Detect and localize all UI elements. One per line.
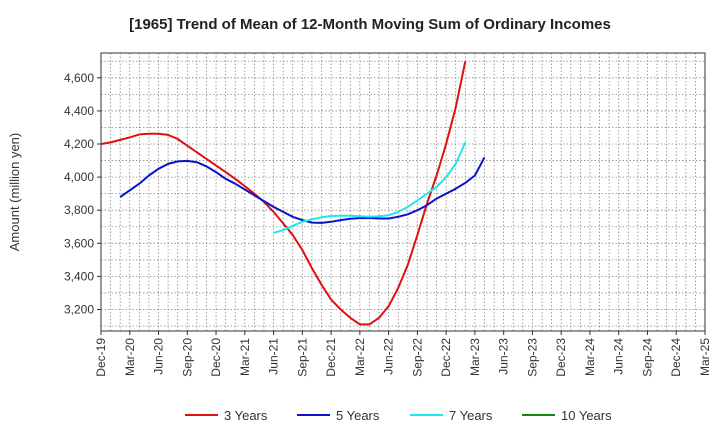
x-tick-label: Jun-22 [382, 338, 396, 375]
chart-title: [1965] Trend of Mean of 12-Month Moving … [129, 16, 611, 33]
series-line-3-years [100, 61, 467, 326]
legend-5-years-label: 5 Years [336, 408, 380, 423]
x-tick-label: Dec-23 [554, 338, 568, 377]
x-tick-label: Jun-21 [267, 338, 281, 375]
x-tick-label: Mar-23 [468, 338, 482, 376]
x-tick-label: Jun-23 [497, 338, 511, 375]
series-line-7-years [273, 141, 467, 234]
x-tick-label: Dec-21 [324, 338, 338, 377]
x-tick-label: Dec-20 [209, 338, 223, 377]
legend-10-years-label: 10 Years [561, 408, 612, 423]
x-tick-label: Mar-20 [123, 338, 137, 376]
grid [101, 53, 705, 331]
x-tick-label: Sep-22 [410, 338, 424, 377]
x-tick-label: Mar-25 [698, 338, 712, 376]
x-tick-label: Mar-21 [238, 338, 252, 376]
x-tick-label: Jun-20 [152, 338, 166, 375]
x-tick-label: Mar-24 [583, 338, 597, 376]
y-tick-label: 4,400 [64, 104, 94, 118]
legend: 3 Years 5 Years 7 Years 10 Years [185, 408, 612, 423]
x-tick-label: Jun-24 [612, 338, 626, 375]
y-tick-label: 4,000 [64, 170, 94, 184]
x-tick-label: Dec-19 [94, 338, 108, 377]
y-tick-label: 3,400 [64, 269, 94, 283]
y-axis-label: Amount (million yen) [7, 133, 22, 252]
x-tick-label: Sep-21 [295, 338, 309, 377]
y-axis: 3,200 3,400 3,600 3,800 4,000 4,200 4,400 4,600 [64, 71, 101, 316]
plot-frame [100, 52, 706, 332]
x-tick-label: Dec-24 [669, 338, 683, 377]
x-axis: Dec-19 Mar-20 Jun-20 Sep-20 Dec-20 Mar-21 Jun-… [94, 331, 712, 377]
y-tick-label: 3,600 [64, 236, 94, 250]
legend-3-years-label: 3 Years [224, 408, 268, 423]
y-tick-label: 3,800 [64, 203, 94, 217]
series-line-5-years [119, 156, 486, 224]
y-tick-label: 3,200 [64, 302, 94, 316]
legend-7-years-label: 7 Years [449, 408, 493, 423]
x-tick-label: Mar-22 [353, 338, 367, 376]
x-tick-label: Sep-24 [640, 338, 654, 377]
x-tick-label: Sep-23 [525, 338, 539, 377]
x-tick-label: Sep-20 [180, 338, 194, 377]
x-tick-label: Dec-22 [439, 338, 453, 377]
y-tick-label: 4,200 [64, 137, 94, 151]
y-tick-label: 4,600 [64, 71, 94, 85]
series-group [100, 61, 486, 326]
